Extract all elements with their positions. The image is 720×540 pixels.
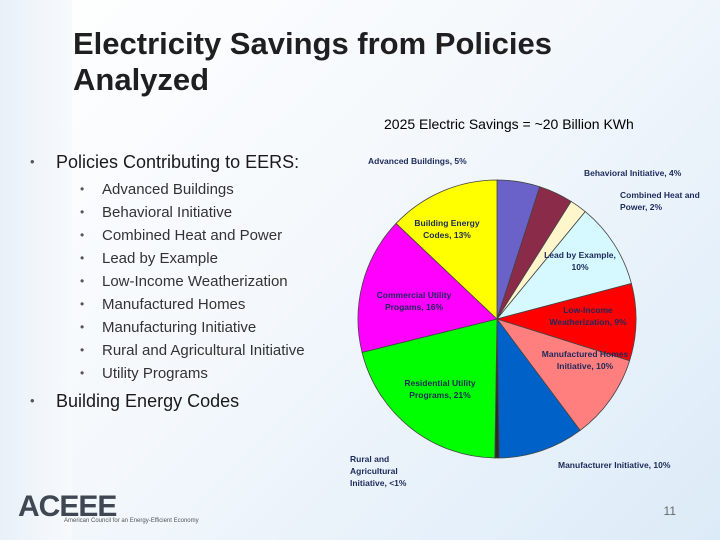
- sub-bullet-item: Manufacturing Initiative: [30, 316, 360, 339]
- pie-slice-label: Manufacturer Initiative, 10%: [558, 460, 671, 470]
- sub-bullet-item: Advanced Buildings: [30, 178, 360, 201]
- sub-bullet-item: Lead by Example: [30, 247, 360, 270]
- sub-bullet-item: Rural and Agricultural Initiative: [30, 339, 360, 362]
- pie-slice-label: Combined Heat and Power, 2%: [620, 190, 700, 212]
- pie-slice-label: Behavioral Initiative, 4%: [584, 168, 682, 178]
- pie-slice-label: Advanced Buildings, 5%: [368, 156, 467, 166]
- bullet-policies: Policies Contributing to EERS:: [30, 150, 360, 174]
- pie-slice: [496, 317, 581, 459]
- logo-tagline: American Council for an Energy-Efficient…: [64, 518, 199, 524]
- sub-bullet-item: Behavioral Initiative: [30, 201, 360, 224]
- pie-slice-label: Residential Utility Programs, 21%: [404, 378, 476, 400]
- pie-slice-label: Lead by Example, 10%: [544, 250, 616, 272]
- aceee-logo: ACEEE American Council for an Energy-Eff…: [18, 490, 199, 524]
- bullet-list: Policies Contributing to EERS: Advanced …: [30, 150, 360, 413]
- logo-wordmark: ACEEE: [18, 490, 117, 523]
- pie-slice: [395, 179, 498, 320]
- sub-bullet-item: Combined Heat and Power: [30, 224, 360, 247]
- pie-slice-label: Manufactured Homes Initiative, 10%: [542, 349, 629, 371]
- sub-bullet-item: Manufactured Homes: [30, 293, 360, 316]
- pie-slice: [495, 318, 631, 431]
- pie-slice-label: Rural and Agricultural Initiative, <1%: [350, 454, 407, 488]
- pie-slice-label: Commercial Utility Progams, 16%: [377, 290, 452, 312]
- slide-title: Electricity Savings from Policies Analyz…: [73, 26, 552, 97]
- sub-bullet-item: Low-Income Weatherization: [30, 270, 360, 293]
- pie-slice: [357, 222, 498, 353]
- pie-slice-label: Low-Income Weatherization, 9%: [549, 305, 627, 327]
- pie-slice-label: Building Energy Codes, 13%: [414, 218, 479, 240]
- page-number: 11: [663, 504, 676, 518]
- pie-chart: Advanced Buildings, 5% Behavioral Initiat…: [350, 156, 700, 488]
- bullet-building-codes: Building Energy Codes: [30, 389, 360, 413]
- sub-bullet-list: Advanced Buildings Behavioral Initiative…: [30, 178, 360, 385]
- pie-slice: [361, 318, 498, 459]
- sub-bullet-item: Utility Programs: [30, 362, 360, 385]
- chart-title: 2025 Electric Savings = ~20 Billion KWh: [384, 116, 634, 132]
